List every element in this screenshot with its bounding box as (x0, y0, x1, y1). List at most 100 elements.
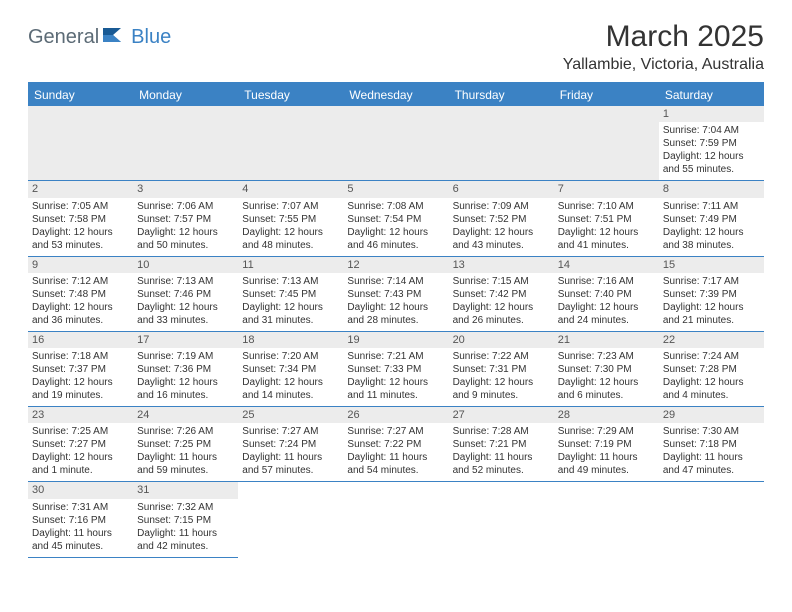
daylight-line: Daylight: 11 hours and 47 minutes. (663, 451, 760, 477)
sunrise-line: Sunrise: 7:25 AM (32, 425, 129, 438)
daylight-line: Daylight: 11 hours and 59 minutes. (137, 451, 234, 477)
calendar-cell: 5Sunrise: 7:08 AMSunset: 7:54 PMDaylight… (343, 181, 448, 256)
sunset-line: Sunset: 7:27 PM (32, 438, 129, 451)
day-number: 14 (554, 257, 659, 273)
calendar-cell: 8Sunrise: 7:11 AMSunset: 7:49 PMDaylight… (659, 181, 764, 256)
sunrise-line: Sunrise: 7:09 AM (453, 200, 550, 213)
calendar-body: 1Sunrise: 7:04 AMSunset: 7:59 PMDaylight… (28, 106, 764, 557)
calendar-cell (343, 482, 448, 557)
day-number: 18 (238, 332, 343, 348)
day-number: 3 (133, 181, 238, 197)
sunrise-line: Sunrise: 7:17 AM (663, 275, 760, 288)
calendar-cell: 21Sunrise: 7:23 AMSunset: 7:30 PMDayligh… (554, 331, 659, 406)
calendar-cell (238, 106, 343, 181)
sunset-line: Sunset: 7:18 PM (663, 438, 760, 451)
sunset-line: Sunset: 7:59 PM (663, 137, 760, 150)
day-number: 11 (238, 257, 343, 273)
sunset-line: Sunset: 7:51 PM (558, 213, 655, 226)
sunset-line: Sunset: 7:48 PM (32, 288, 129, 301)
daylight-line: Daylight: 11 hours and 57 minutes. (242, 451, 339, 477)
location-subtitle: Yallambie, Victoria, Australia (563, 56, 764, 74)
sunrise-line: Sunrise: 7:07 AM (242, 200, 339, 213)
sunset-line: Sunset: 7:40 PM (558, 288, 655, 301)
day-number: 25 (238, 407, 343, 423)
day-number: 30 (28, 482, 133, 498)
daylight-line: Daylight: 11 hours and 54 minutes. (347, 451, 444, 477)
calendar-cell: 28Sunrise: 7:29 AMSunset: 7:19 PMDayligh… (554, 407, 659, 482)
daylight-line: Daylight: 12 hours and 41 minutes. (558, 226, 655, 252)
logo-text-blue: Blue (131, 26, 171, 49)
calendar-cell (343, 106, 448, 181)
day-number: 21 (554, 332, 659, 348)
sunrise-line: Sunrise: 7:29 AM (558, 425, 655, 438)
sunrise-line: Sunrise: 7:27 AM (242, 425, 339, 438)
day-number: 13 (449, 257, 554, 273)
month-title: March 2025 (563, 20, 764, 54)
sunrise-line: Sunrise: 7:05 AM (32, 200, 129, 213)
sunrise-line: Sunrise: 7:13 AM (137, 275, 234, 288)
sunset-line: Sunset: 7:15 PM (137, 514, 234, 527)
calendar-cell: 27Sunrise: 7:28 AMSunset: 7:21 PMDayligh… (449, 407, 554, 482)
calendar-cell (133, 106, 238, 181)
calendar-week: 30Sunrise: 7:31 AMSunset: 7:16 PMDayligh… (28, 482, 764, 557)
calendar-cell (449, 106, 554, 181)
daylight-line: Daylight: 12 hours and 9 minutes. (453, 376, 550, 402)
sunrise-line: Sunrise: 7:10 AM (558, 200, 655, 213)
day-header-row: SundayMondayTuesdayWednesdayThursdayFrid… (28, 83, 764, 106)
calendar-cell (554, 482, 659, 557)
daylight-line: Daylight: 12 hours and 36 minutes. (32, 301, 129, 327)
day-header: Thursday (449, 83, 554, 106)
day-number: 7 (554, 181, 659, 197)
calendar-cell: 20Sunrise: 7:22 AMSunset: 7:31 PMDayligh… (449, 331, 554, 406)
sunset-line: Sunset: 7:16 PM (32, 514, 129, 527)
day-number: 29 (659, 407, 764, 423)
sunrise-line: Sunrise: 7:18 AM (32, 350, 129, 363)
calendar-cell: 23Sunrise: 7:25 AMSunset: 7:27 PMDayligh… (28, 407, 133, 482)
calendar-week: 16Sunrise: 7:18 AMSunset: 7:37 PMDayligh… (28, 331, 764, 406)
sunset-line: Sunset: 7:28 PM (663, 363, 760, 376)
sunset-line: Sunset: 7:21 PM (453, 438, 550, 451)
day-number: 15 (659, 257, 764, 273)
sunset-line: Sunset: 7:36 PM (137, 363, 234, 376)
sunrise-line: Sunrise: 7:16 AM (558, 275, 655, 288)
sunrise-line: Sunrise: 7:32 AM (137, 501, 234, 514)
day-number: 6 (449, 181, 554, 197)
daylight-line: Daylight: 12 hours and 21 minutes. (663, 301, 760, 327)
daylight-line: Daylight: 12 hours and 11 minutes. (347, 376, 444, 402)
daylight-line: Daylight: 12 hours and 6 minutes. (558, 376, 655, 402)
day-number: 1 (659, 106, 764, 122)
calendar-cell: 13Sunrise: 7:15 AMSunset: 7:42 PMDayligh… (449, 256, 554, 331)
calendar-cell (554, 106, 659, 181)
day-number: 19 (343, 332, 448, 348)
sunset-line: Sunset: 7:22 PM (347, 438, 444, 451)
daylight-line: Daylight: 12 hours and 53 minutes. (32, 226, 129, 252)
sunset-line: Sunset: 7:24 PM (242, 438, 339, 451)
page-header: General Blue March 2025 Yallambie, Victo… (28, 20, 764, 74)
sunset-line: Sunset: 7:30 PM (558, 363, 655, 376)
sunrise-line: Sunrise: 7:15 AM (453, 275, 550, 288)
day-header: Wednesday (343, 83, 448, 106)
calendar-cell: 29Sunrise: 7:30 AMSunset: 7:18 PMDayligh… (659, 407, 764, 482)
calendar-cell: 30Sunrise: 7:31 AMSunset: 7:16 PMDayligh… (28, 482, 133, 557)
sunset-line: Sunset: 7:19 PM (558, 438, 655, 451)
day-number: 28 (554, 407, 659, 423)
calendar-week: 1Sunrise: 7:04 AMSunset: 7:59 PMDaylight… (28, 106, 764, 181)
day-number: 24 (133, 407, 238, 423)
calendar-cell: 25 Sunrise: 7:27 AMSunset: 7:24 PMDayligh… (238, 407, 343, 482)
sunset-line: Sunset: 7:34 PM (242, 363, 339, 376)
day-number: 10 (133, 257, 238, 273)
calendar-cell (28, 106, 133, 181)
calendar-cell (449, 482, 554, 557)
day-header: Friday (554, 83, 659, 106)
calendar-cell: 17Sunrise: 7:19 AMSunset: 7:36 PMDayligh… (133, 331, 238, 406)
day-number: 4 (238, 181, 343, 197)
sunrise-line: Sunrise: 7:31 AM (32, 501, 129, 514)
day-number: 23 (28, 407, 133, 423)
daylight-line: Daylight: 12 hours and 19 minutes. (32, 376, 129, 402)
sunset-line: Sunset: 7:58 PM (32, 213, 129, 226)
daylight-line: Daylight: 11 hours and 52 minutes. (453, 451, 550, 477)
daylight-line: Daylight: 12 hours and 33 minutes. (137, 301, 234, 327)
sunrise-line: Sunrise: 7:24 AM (663, 350, 760, 363)
sunrise-line: Sunrise: 7:19 AM (137, 350, 234, 363)
day-number: 12 (343, 257, 448, 273)
